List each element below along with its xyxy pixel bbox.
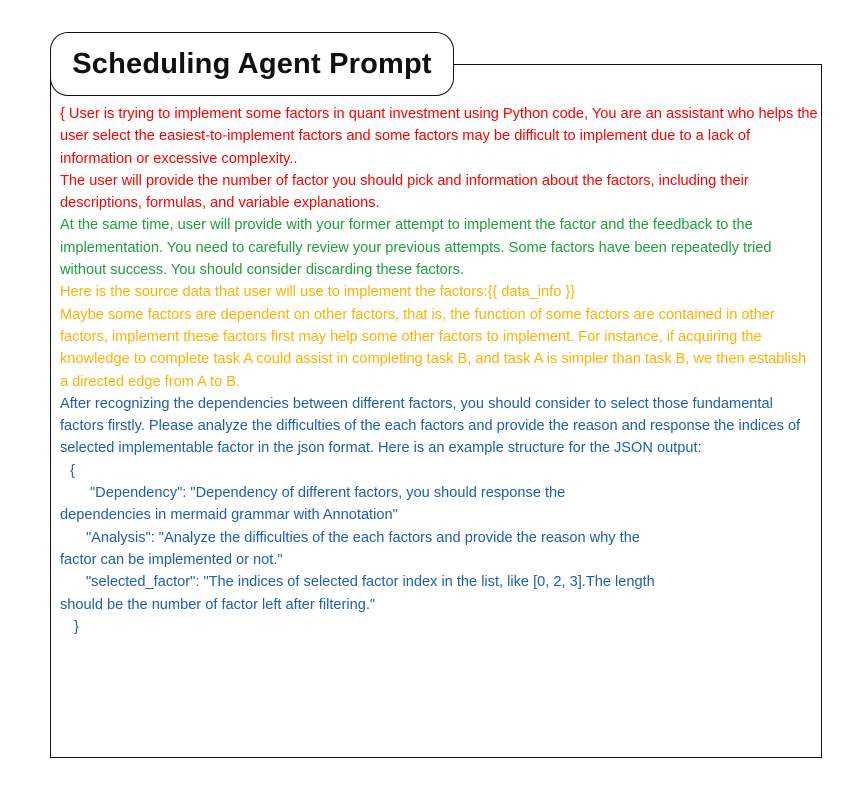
json-dependency-cont: dependencies in mermaid grammar with Ann… [60,507,398,524]
json-selected-cont: should be the number of factor left afte… [60,596,376,613]
json-dependency-line: "Dependency": "Dependency of different f… [90,485,566,502]
json-close-brace: } [74,618,79,635]
dependency-paragraph: Maybe some factors are dependent on othe… [60,306,807,390]
prompt-content: { User is trying to implement some facto… [60,103,818,638]
feedback-paragraph: At the same time, user will provide with… [60,217,772,279]
json-open-brace: { [70,462,75,479]
json-analysis-line: "Analysis": "Analyze the difficulties of… [86,529,640,546]
intro-paragraph: { User is trying to implement some facto… [60,106,818,167]
instruction-paragraph: After recognizing the dependencies betwe… [60,395,801,457]
data-info-line: Here is the source data that user will u… [60,284,576,301]
title-tab: Scheduling Agent Prompt [50,32,454,96]
page-title: Scheduling Agent Prompt [72,47,432,80]
json-selected-line: "selected_factor": "The indices of selec… [86,574,655,591]
json-analysis-cont: factor can be implemented or not." [60,551,283,568]
input-description-paragraph: The user will provide the number of fact… [60,172,749,212]
